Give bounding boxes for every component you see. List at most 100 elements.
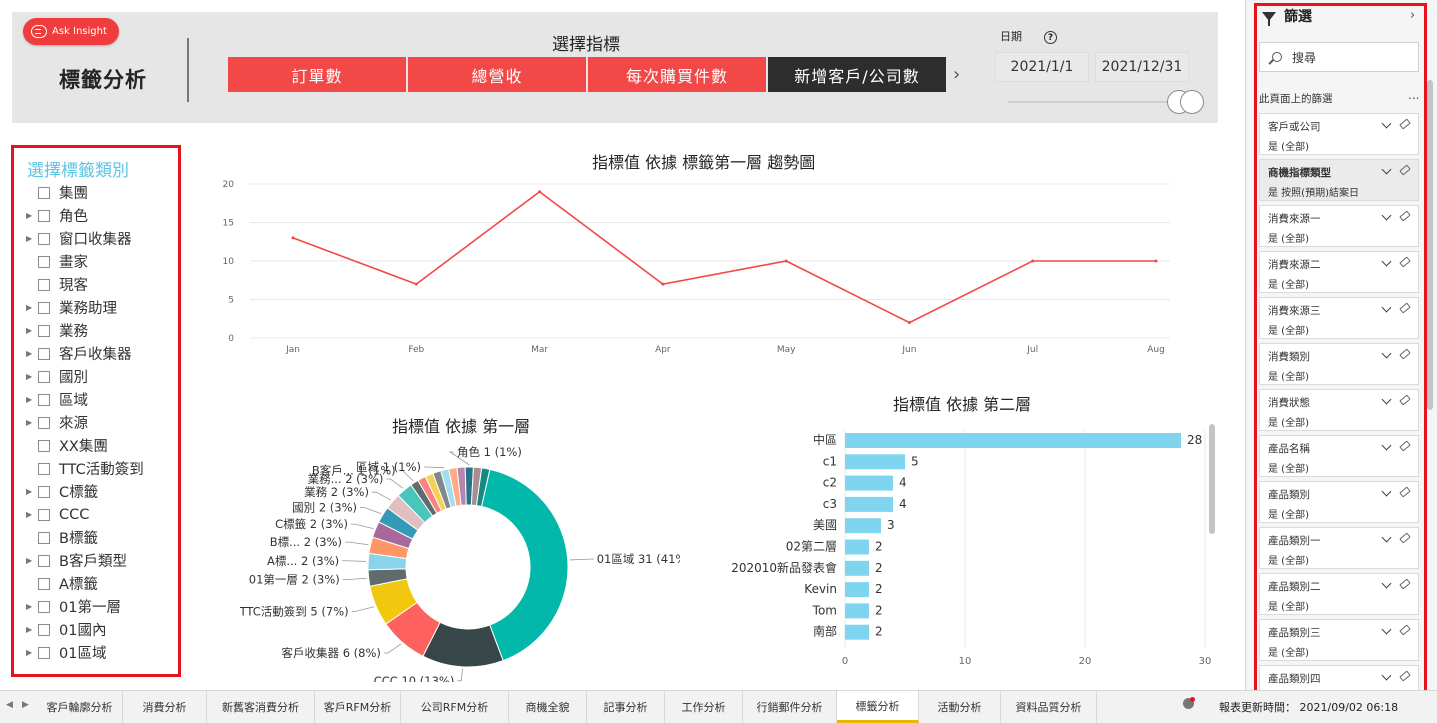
filter-card[interactable]: 消費來源二是 (全部)	[1259, 251, 1419, 293]
bar[interactable]	[845, 560, 869, 576]
expand-arrow-icon[interactable]: ▶	[26, 234, 33, 243]
checkbox[interactable]	[38, 324, 50, 337]
expand-arrow-icon[interactable]: ▶	[26, 349, 33, 358]
date-end-input[interactable]: 2021/12/31	[1095, 52, 1189, 82]
page-tab[interactable]: 工作分析	[665, 691, 743, 723]
bar[interactable]	[845, 539, 869, 555]
expand-arrow-icon[interactable]: ▶	[26, 211, 33, 220]
trend-data-point[interactable]	[784, 259, 788, 263]
trend-data-point[interactable]	[538, 190, 542, 194]
bar[interactable]	[845, 475, 893, 491]
expand-arrow-icon[interactable]: ▶	[26, 625, 33, 634]
checkbox[interactable]	[38, 301, 50, 314]
page-tab[interactable]: 活動分析	[919, 691, 1001, 723]
filter-card[interactable]: 客戶或公司是 (全部)	[1259, 113, 1419, 155]
checkbox[interactable]	[38, 508, 50, 521]
slicer-item[interactable]: A標籤	[26, 572, 144, 595]
trend-data-point[interactable]	[1031, 259, 1035, 263]
date-start-input[interactable]: 2021/1/1	[995, 52, 1089, 82]
date-range-slider[interactable]	[1008, 101, 1186, 103]
filter-card[interactable]: 商機指標類型是 按照(預期)結案日	[1259, 159, 1419, 201]
date-slider-end-handle[interactable]	[1180, 90, 1204, 114]
checkbox[interactable]	[38, 370, 50, 383]
checkbox[interactable]	[38, 646, 50, 659]
slicer-item[interactable]: 現客	[26, 273, 144, 296]
page-tab[interactable]: 消費分析	[123, 691, 207, 723]
metric-button-new-customers[interactable]: 新增客戶/公司數	[768, 57, 946, 92]
slicer-item[interactable]: ▶ 國別	[26, 365, 144, 388]
page-tab[interactable]: 標籤分析	[837, 691, 919, 723]
expand-arrow-icon[interactable]: ▶	[26, 326, 33, 335]
slicer-item[interactable]: 畫家	[26, 250, 144, 273]
filter-card[interactable]: 消費來源一是 (全部)	[1259, 205, 1419, 247]
page-tab[interactable]: 記事分析	[587, 691, 665, 723]
page-tab[interactable]: 客戶輪廓分析	[37, 691, 123, 723]
slicer-item[interactable]: ▶ 區域	[26, 388, 144, 411]
slicer-item[interactable]: ▶ 01第一層	[26, 595, 144, 618]
filter-card[interactable]: 產品類別三是 (全部)	[1259, 619, 1419, 661]
slicer-item[interactable]: ▶ 客戶收集器	[26, 342, 144, 365]
slicer-item[interactable]: XX集團	[26, 434, 144, 457]
page-tab[interactable]: 新舊客消費分析	[207, 691, 315, 723]
donut-slice[interactable]	[480, 468, 569, 662]
slicer-item[interactable]: ▶ 角色	[26, 204, 144, 227]
trend-line-chart[interactable]: 0 5 10 15 20 Jan Feb Mar Apr May Jun Jul Aug	[210, 172, 1210, 362]
tab-scroll-left-icon[interactable]: ◀	[6, 700, 13, 710]
filter-card[interactable]: 產品類別一是 (全部)	[1259, 527, 1419, 569]
checkbox[interactable]	[38, 255, 50, 268]
trend-data-point[interactable]	[1154, 259, 1158, 263]
filter-card[interactable]: 產品類別是 (全部)	[1259, 481, 1419, 523]
level-two-bar-chart[interactable]: 0 10 20 30 中區 28 c1 5 c2 4 c3 4 美國 3 02第二層 2 202010新品發表會…	[700, 420, 1225, 675]
page-tab[interactable]: 客戶RFM分析	[315, 691, 401, 723]
trend-data-point[interactable]	[414, 282, 418, 286]
expand-arrow-icon[interactable]: ▶	[26, 372, 33, 381]
chevron-right-icon[interactable]: ›	[953, 64, 961, 85]
slicer-item[interactable]: ▶ 01國內	[26, 618, 144, 641]
slicer-item[interactable]: ▶ 來源	[26, 411, 144, 434]
checkbox[interactable]	[38, 347, 50, 360]
checkbox[interactable]	[38, 209, 50, 222]
expand-arrow-icon[interactable]: ▶	[26, 487, 33, 496]
checkbox[interactable]	[38, 554, 50, 567]
bar[interactable]	[845, 454, 905, 470]
filter-search-input[interactable]: 搜尋	[1259, 42, 1419, 72]
page-tab[interactable]: 行銷郵件分析	[743, 691, 837, 723]
expand-arrow-icon[interactable]: ▶	[26, 418, 33, 427]
checkbox[interactable]	[38, 577, 50, 590]
more-options-icon[interactable]: ...	[1408, 88, 1420, 102]
bar[interactable]	[845, 624, 869, 640]
filter-card[interactable]: 消費類別是 (全部)	[1259, 343, 1419, 385]
filter-pane-scrollbar[interactable]	[1427, 80, 1433, 410]
gear-icon[interactable]	[1183, 698, 1194, 709]
slicer-item[interactable]: ▶ C標籤	[26, 480, 144, 503]
trend-data-point[interactable]	[291, 236, 295, 240]
checkbox[interactable]	[38, 439, 50, 452]
metric-button-orders[interactable]: 訂單數	[228, 57, 406, 92]
expand-arrow-icon[interactable]: ▶	[26, 510, 33, 519]
expand-arrow-icon[interactable]: ▶	[26, 556, 33, 565]
trend-data-point[interactable]	[661, 282, 665, 286]
bar[interactable]	[845, 433, 1181, 448]
collapse-pane-icon[interactable]: ›	[1410, 8, 1416, 23]
filter-card[interactable]: 消費來源三是 (全部)	[1259, 297, 1419, 339]
slicer-item[interactable]: 集團	[26, 181, 144, 204]
checkbox[interactable]	[38, 393, 50, 406]
help-icon[interactable]: ?	[1044, 31, 1057, 44]
slicer-item[interactable]: ▶ 窗口收集器	[26, 227, 144, 250]
checkbox[interactable]	[38, 416, 50, 429]
checkbox[interactable]	[38, 186, 50, 199]
slicer-item[interactable]: B標籤	[26, 526, 144, 549]
level-one-donut-chart[interactable]: 01區域 31 (41%) CCC 10 (13%) 客戶收集器 6 (8%) TTC…	[240, 432, 680, 682]
filter-card[interactable]: 產品名稱是 (全部)	[1259, 435, 1419, 477]
trend-series-line[interactable]	[292, 190, 1156, 324]
bar[interactable]	[845, 582, 869, 598]
slicer-item[interactable]: ▶ B客戶類型	[26, 549, 144, 572]
trend-data-point[interactable]	[907, 321, 911, 325]
checkbox[interactable]	[38, 531, 50, 544]
checkbox[interactable]	[38, 232, 50, 245]
slicer-item[interactable]: ▶ 01區域	[26, 641, 144, 664]
expand-arrow-icon[interactable]: ▶	[26, 648, 33, 657]
checkbox[interactable]	[38, 485, 50, 498]
bar[interactable]	[845, 496, 893, 512]
metric-button-items-per-purchase[interactable]: 每次購買件數	[588, 57, 766, 92]
